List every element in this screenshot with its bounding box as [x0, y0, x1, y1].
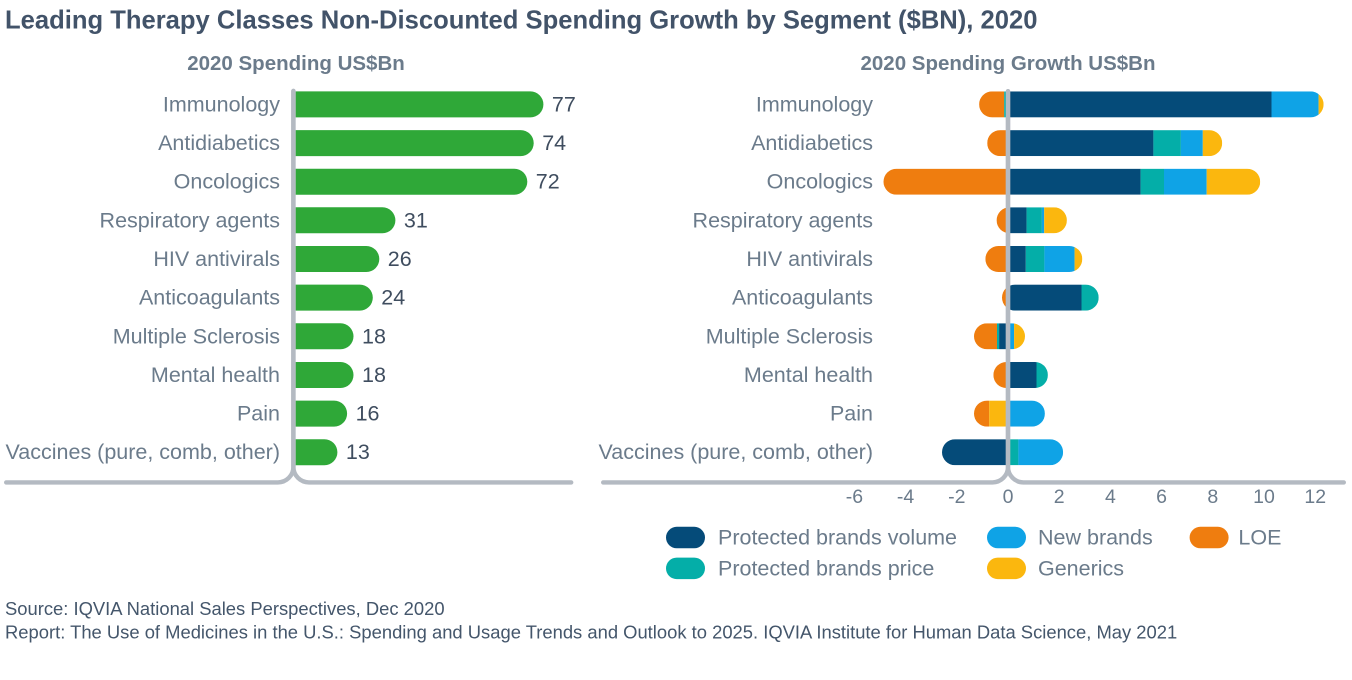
svg-text:74: 74 — [542, 131, 566, 155]
svg-text:Report: The Use of Medicines i: Report: The Use of Medicines in the U.S.… — [5, 622, 1177, 643]
svg-text:Antidiabetics: Antidiabetics — [158, 131, 280, 155]
svg-text:12: 12 — [1304, 486, 1326, 508]
svg-text:8: 8 — [1207, 486, 1218, 508]
svg-text:18: 18 — [362, 363, 386, 387]
svg-text:Protected brands volume: Protected brands volume — [718, 526, 957, 550]
svg-text:18: 18 — [362, 324, 386, 348]
svg-text:2: 2 — [1054, 486, 1065, 508]
svg-text:Immunology: Immunology — [756, 92, 873, 116]
svg-text:4: 4 — [1105, 486, 1116, 508]
svg-text:72: 72 — [536, 170, 560, 194]
svg-text:Immunology: Immunology — [163, 92, 280, 116]
svg-text:13: 13 — [346, 440, 370, 464]
svg-text:Pain: Pain — [830, 402, 873, 426]
svg-text:HIV antivirals: HIV antivirals — [746, 247, 873, 271]
svg-text:10: 10 — [1253, 486, 1275, 508]
svg-text:31: 31 — [404, 208, 428, 232]
svg-text:Anticoagulants: Anticoagulants — [732, 286, 873, 310]
svg-text:Mental health: Mental health — [744, 363, 873, 387]
svg-text:Respiratory agents: Respiratory agents — [693, 208, 873, 232]
svg-text:6: 6 — [1156, 486, 1167, 508]
svg-text:Respiratory agents: Respiratory agents — [100, 208, 280, 232]
svg-text:Oncologics: Oncologics — [767, 170, 873, 194]
svg-text:Protected brands price: Protected brands price — [718, 556, 934, 580]
svg-text:26: 26 — [388, 247, 412, 271]
svg-text:77: 77 — [552, 92, 576, 116]
svg-text:Multiple Sclerosis: Multiple Sclerosis — [706, 324, 873, 348]
svg-text:HIV antivirals: HIV antivirals — [153, 247, 280, 271]
svg-text:Vaccines (pure, comb, other): Vaccines (pure, comb, other) — [599, 440, 873, 464]
svg-text:Generics: Generics — [1038, 556, 1124, 580]
svg-text:16: 16 — [356, 402, 380, 426]
svg-text:Pain: Pain — [237, 402, 280, 426]
svg-text:Antidiabetics: Antidiabetics — [751, 131, 873, 155]
svg-text:Source: IQVIA National Sales P: Source: IQVIA National Sales Perspective… — [5, 598, 445, 619]
svg-text:-6: -6 — [846, 486, 863, 508]
svg-text:0: 0 — [1003, 486, 1014, 508]
svg-text:2020 Spending US$Bn: 2020 Spending US$Bn — [187, 52, 405, 75]
svg-text:-4: -4 — [897, 486, 914, 508]
svg-text:-2: -2 — [948, 486, 965, 508]
svg-text:Multiple Sclerosis: Multiple Sclerosis — [113, 324, 280, 348]
svg-text:24: 24 — [381, 286, 405, 310]
svg-text:Vaccines (pure, comb, other): Vaccines (pure, comb, other) — [6, 440, 280, 464]
svg-text:2020 Spending Growth US$Bn: 2020 Spending Growth US$Bn — [860, 52, 1155, 75]
svg-text:New brands: New brands — [1038, 526, 1153, 550]
svg-text:Oncologics: Oncologics — [174, 170, 280, 194]
svg-text:LOE: LOE — [1238, 526, 1281, 550]
svg-text:Anticoagulants: Anticoagulants — [139, 286, 280, 310]
svg-text:Mental health: Mental health — [151, 363, 280, 387]
svg-text:Leading Therapy Classes Non-Di: Leading Therapy Classes Non-Discounted S… — [5, 7, 1037, 35]
